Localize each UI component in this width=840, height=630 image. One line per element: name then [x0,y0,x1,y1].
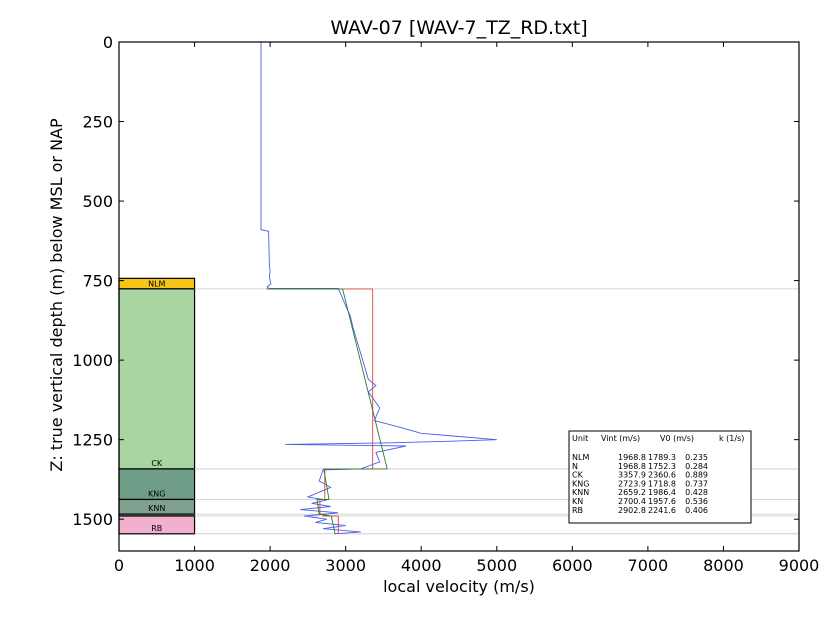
table-cell-1-2: 1752.3 [648,462,676,471]
table-cell-4-0: KNN [572,488,589,497]
unit-label-kng: KNG [148,489,165,498]
table-cell-3-0: KNG [572,479,589,488]
table-cell-1-3: 0.284 [685,462,708,471]
table-cell-0-1: 1968.8 [618,453,646,462]
chart-title: WAV-07 [WAV-7_TZ_RD.txt] [330,17,587,39]
x-tick-label-7000: 7000 [628,556,669,575]
table-box [568,430,752,524]
unit-block-kng [118,468,196,501]
table-cell-4-3: 0.428 [685,488,708,497]
velocity-series-1 [270,288,374,534]
velocity-series-2 [266,288,388,534]
x-tick-label-3000: 3000 [325,556,366,575]
table-cell-0-0: NLM [572,453,589,462]
unit-velocity-table: Unit Vint (m/s) V0 (m/s) k (1/s)NLM 1968.8 17… [568,430,752,524]
unit-block-ck [118,288,196,470]
table-cell-0-3: 0.235 [685,453,708,462]
x-tick-label-2000: 2000 [250,556,291,575]
table-cell-2-0: CK [572,471,584,480]
stratigraphic-units: NLM CK KNG KNN RB [118,277,196,535]
axis-ticks: 0 1000 2000 3000 4000 5000 6000 7000 8000 9000 0 25… [72,33,819,575]
y-axis-label: Z: true vertical depth (m) below MSL or … [47,118,66,472]
x-tick-label-8000: 8000 [703,556,744,575]
table-cell-5-2: 1957.6 [648,497,676,506]
table-header-0: Unit [572,434,588,443]
velocity-series [260,42,497,535]
table-cell-1-1: 1968.8 [618,462,646,471]
x-tick-label-1000: 1000 [174,556,215,575]
y-tick-label-500: 500 [82,192,113,211]
table-cell-3-2: 1718.8 [648,479,676,488]
table-cell-1-0: N [572,462,578,471]
table-cell-6-1: 2902.8 [618,506,646,515]
x-tick-label-0: 0 [114,556,124,575]
table-cell-2-3: 0.889 [685,471,708,480]
table-header-1: Vint (m/s) [601,434,640,443]
x-axis-label: local velocity (m/s) [383,577,535,596]
y-tick-label-1000: 1000 [72,351,113,370]
y-tick-label-750: 750 [82,272,113,291]
table-cell-4-1: 2659.2 [618,488,646,497]
table-cell-3-1: 2723.9 [618,479,646,488]
table-cell-0-2: 1789.3 [648,453,676,462]
x-tick-label-4000: 4000 [401,556,442,575]
table-header-2: V0 (m/s) [660,434,694,443]
table-cell-3-3: 0.737 [685,479,708,488]
x-tick-label-6000: 6000 [552,556,593,575]
unit-label-knn: KNN [148,504,165,513]
unit-label-ck: CK [151,459,163,468]
unit-label-rb: RB [151,524,162,533]
velocity-series-0 [260,42,497,535]
unit-label-nlm: NLM [148,280,165,289]
y-tick-label-1250: 1250 [72,431,113,450]
plot-frame [118,41,800,552]
y-tick-label-1500: 1500 [72,510,113,529]
x-tick-label-5000: 5000 [476,556,517,575]
y-tick-label-0: 0 [103,33,113,52]
table-cell-5-3: 0.536 [685,497,708,506]
table-cell-2-1: 3357.9 [618,471,646,480]
x-tick-label-9000: 9000 [779,556,820,575]
table-cell-6-3: 0.406 [685,506,708,515]
table-cell-5-1: 2700.4 [618,497,646,506]
table-cell-6-2: 2241.6 [648,506,676,515]
table-cell-5-0: KN [572,497,583,506]
y-tick-label-250: 250 [82,113,113,132]
table-cell-4-2: 1986.4 [648,488,676,497]
table-cell-6-0: RB [572,506,583,515]
table-header-3: k (1/s) [719,434,744,443]
table-cell-2-2: 2360.6 [648,471,676,480]
